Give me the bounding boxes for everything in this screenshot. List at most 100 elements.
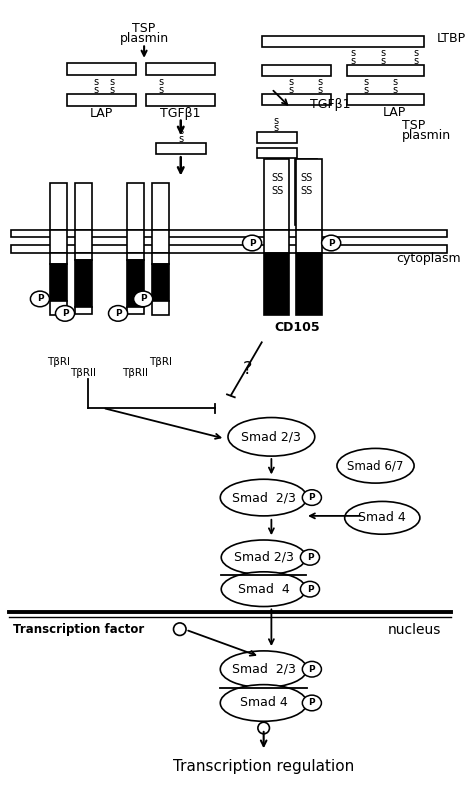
Bar xyxy=(152,264,169,301)
Bar xyxy=(262,93,331,105)
Bar xyxy=(127,229,144,253)
Bar xyxy=(155,143,206,154)
Bar xyxy=(266,159,288,224)
Text: s: s xyxy=(351,56,356,66)
Text: Smad  2/3: Smad 2/3 xyxy=(232,663,296,676)
Text: TβRII: TβRII xyxy=(122,369,148,378)
Bar xyxy=(152,183,169,229)
Bar xyxy=(50,229,67,253)
Ellipse shape xyxy=(173,623,186,636)
Text: TSP: TSP xyxy=(401,119,425,132)
Text: CD105: CD105 xyxy=(274,322,320,335)
Bar xyxy=(75,307,92,314)
Text: LAP: LAP xyxy=(90,107,113,121)
Text: s: s xyxy=(413,56,419,66)
Ellipse shape xyxy=(109,305,128,322)
Text: SS: SS xyxy=(271,186,283,196)
Bar xyxy=(146,93,216,106)
Bar xyxy=(152,253,169,264)
Text: Smad 4: Smad 4 xyxy=(240,697,288,710)
Text: s: s xyxy=(158,85,163,95)
Text: plasmin: plasmin xyxy=(401,130,451,143)
Ellipse shape xyxy=(55,305,74,322)
Bar xyxy=(346,65,424,76)
Ellipse shape xyxy=(30,291,49,307)
Bar xyxy=(50,253,67,264)
Text: TSP: TSP xyxy=(132,23,156,36)
Text: s: s xyxy=(93,85,99,95)
Text: s: s xyxy=(93,77,99,87)
Bar xyxy=(75,183,92,229)
Text: Transcription regulation: Transcription regulation xyxy=(173,759,354,774)
Bar xyxy=(50,301,67,315)
Text: Transcription factor: Transcription factor xyxy=(13,623,144,636)
Bar xyxy=(146,62,216,75)
Bar xyxy=(50,183,67,229)
Text: LAP: LAP xyxy=(383,106,406,119)
Text: Smad 2/3: Smad 2/3 xyxy=(241,430,301,443)
Text: P: P xyxy=(309,665,315,674)
Text: TβRII: TβRII xyxy=(70,369,96,378)
Bar xyxy=(127,260,144,307)
Text: SS: SS xyxy=(300,173,312,183)
Bar xyxy=(264,253,289,315)
Bar xyxy=(127,253,144,260)
Ellipse shape xyxy=(322,235,341,251)
Text: TβRI: TβRI xyxy=(47,356,70,367)
Text: TGFβ1: TGFβ1 xyxy=(310,98,350,111)
Text: P: P xyxy=(309,698,315,707)
Text: cytoplasm: cytoplasm xyxy=(397,252,461,265)
Text: Smad 6/7: Smad 6/7 xyxy=(347,459,404,472)
Bar xyxy=(346,93,424,105)
Text: plasmin: plasmin xyxy=(119,32,169,45)
Text: Smad  4: Smad 4 xyxy=(238,582,290,595)
Text: s: s xyxy=(178,126,183,136)
Text: ?: ? xyxy=(243,360,252,378)
Text: s: s xyxy=(392,77,397,87)
Text: P: P xyxy=(36,294,43,304)
Bar xyxy=(67,62,137,75)
Text: P: P xyxy=(328,238,335,248)
Text: s: s xyxy=(381,48,386,58)
Ellipse shape xyxy=(258,723,269,734)
Text: s: s xyxy=(273,123,279,134)
Text: s: s xyxy=(288,85,293,95)
Ellipse shape xyxy=(228,417,315,456)
Text: Smad 2/3: Smad 2/3 xyxy=(234,551,293,564)
Bar xyxy=(262,36,424,47)
Bar xyxy=(296,253,321,315)
Bar xyxy=(127,183,144,229)
Ellipse shape xyxy=(301,549,319,565)
Bar xyxy=(152,301,169,315)
Text: P: P xyxy=(307,553,313,562)
Text: s: s xyxy=(273,116,279,126)
Bar xyxy=(11,245,447,253)
Text: TβRI: TβRI xyxy=(149,356,172,367)
Ellipse shape xyxy=(220,651,307,688)
Text: SS: SS xyxy=(300,186,312,196)
Bar xyxy=(75,229,92,253)
Bar xyxy=(257,132,297,143)
Text: SS: SS xyxy=(271,173,283,183)
Text: Smad 4: Smad 4 xyxy=(358,511,406,524)
Ellipse shape xyxy=(134,291,153,307)
Ellipse shape xyxy=(221,540,306,575)
Text: s: s xyxy=(413,48,419,58)
Ellipse shape xyxy=(345,501,420,535)
Text: s: s xyxy=(288,77,293,87)
Text: P: P xyxy=(307,585,313,594)
Text: nucleus: nucleus xyxy=(388,623,441,637)
Text: s: s xyxy=(178,134,183,144)
Bar xyxy=(11,229,447,237)
Bar xyxy=(75,253,92,260)
Bar xyxy=(75,260,92,307)
Text: s: s xyxy=(109,77,115,87)
Text: s: s xyxy=(317,77,322,87)
Bar xyxy=(262,65,331,76)
Text: P: P xyxy=(249,238,255,248)
Bar xyxy=(50,264,67,301)
Bar xyxy=(295,159,317,224)
Ellipse shape xyxy=(243,235,262,251)
Ellipse shape xyxy=(221,572,306,607)
Bar xyxy=(67,93,137,106)
